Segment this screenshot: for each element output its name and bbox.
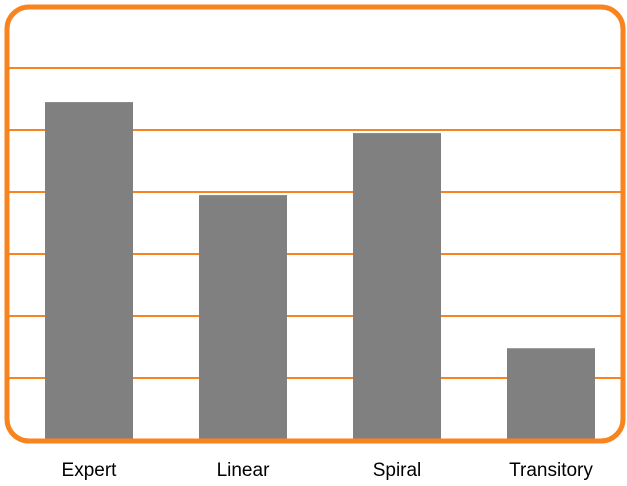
bar-spiral	[353, 133, 441, 440]
category-label-spiral: Spiral	[373, 460, 422, 481]
chart-frame	[4, 4, 626, 444]
category-label-transitory: Transitory	[509, 460, 593, 481]
bar-expert	[45, 102, 133, 440]
bar-transitory	[507, 348, 595, 440]
category-label-linear: Linear	[217, 460, 270, 481]
category-labels: Expert Linear Spiral Transitory	[62, 460, 594, 481]
bars	[45, 102, 595, 440]
plot-area-background	[7, 7, 623, 441]
category-label-expert: Expert	[62, 460, 118, 481]
bar-linear	[199, 195, 287, 440]
